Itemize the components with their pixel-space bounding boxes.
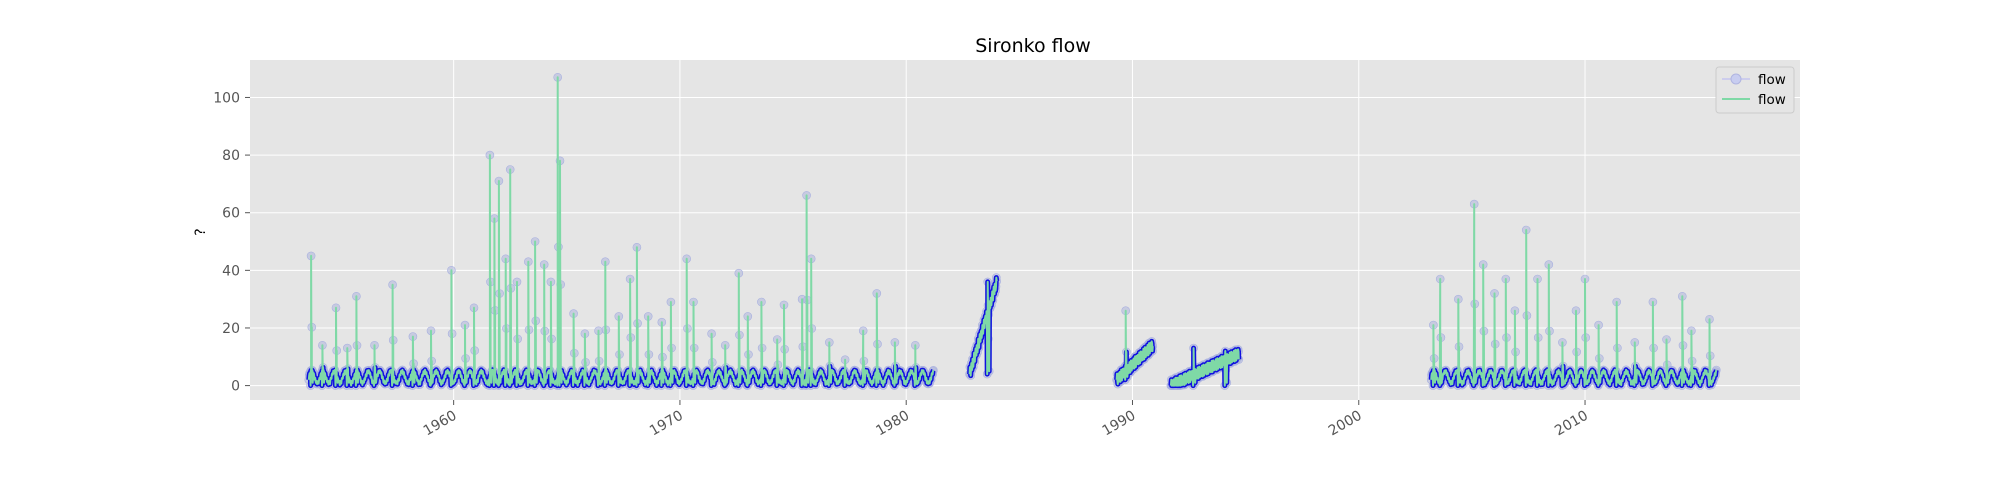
y-tick-label: 100 <box>213 90 240 106</box>
y-tick-label: 60 <box>222 206 240 222</box>
x-axis: 1960 1970 1980 1990 2000 2010 <box>421 400 1591 439</box>
y-tick-label: 80 <box>222 148 240 164</box>
legend-label-markers: flow <box>1758 72 1786 88</box>
y-tick-label: 40 <box>222 263 240 279</box>
x-tick-label: 2010 <box>1552 408 1591 440</box>
x-tick-label: 1960 <box>421 408 460 440</box>
legend-label-line: flow <box>1758 92 1786 108</box>
x-tick-label: 2000 <box>1326 408 1365 440</box>
y-axis: 0 20 40 60 80 100 <box>213 90 250 395</box>
x-tick-label: 1990 <box>1100 408 1139 440</box>
chart-title: Sironko flow <box>975 35 1091 57</box>
data-layer <box>304 73 1721 390</box>
legend: flow flow <box>1715 66 1795 114</box>
plot-area <box>250 60 1800 400</box>
legend-marker <box>1730 73 1742 85</box>
x-tick-label: 1970 <box>647 408 686 440</box>
y-tick-label: 20 <box>222 321 240 337</box>
x-tick-label: 1980 <box>873 408 912 440</box>
y-axis-label: ? <box>193 228 209 235</box>
y-tick-label: 0 <box>231 379 240 395</box>
